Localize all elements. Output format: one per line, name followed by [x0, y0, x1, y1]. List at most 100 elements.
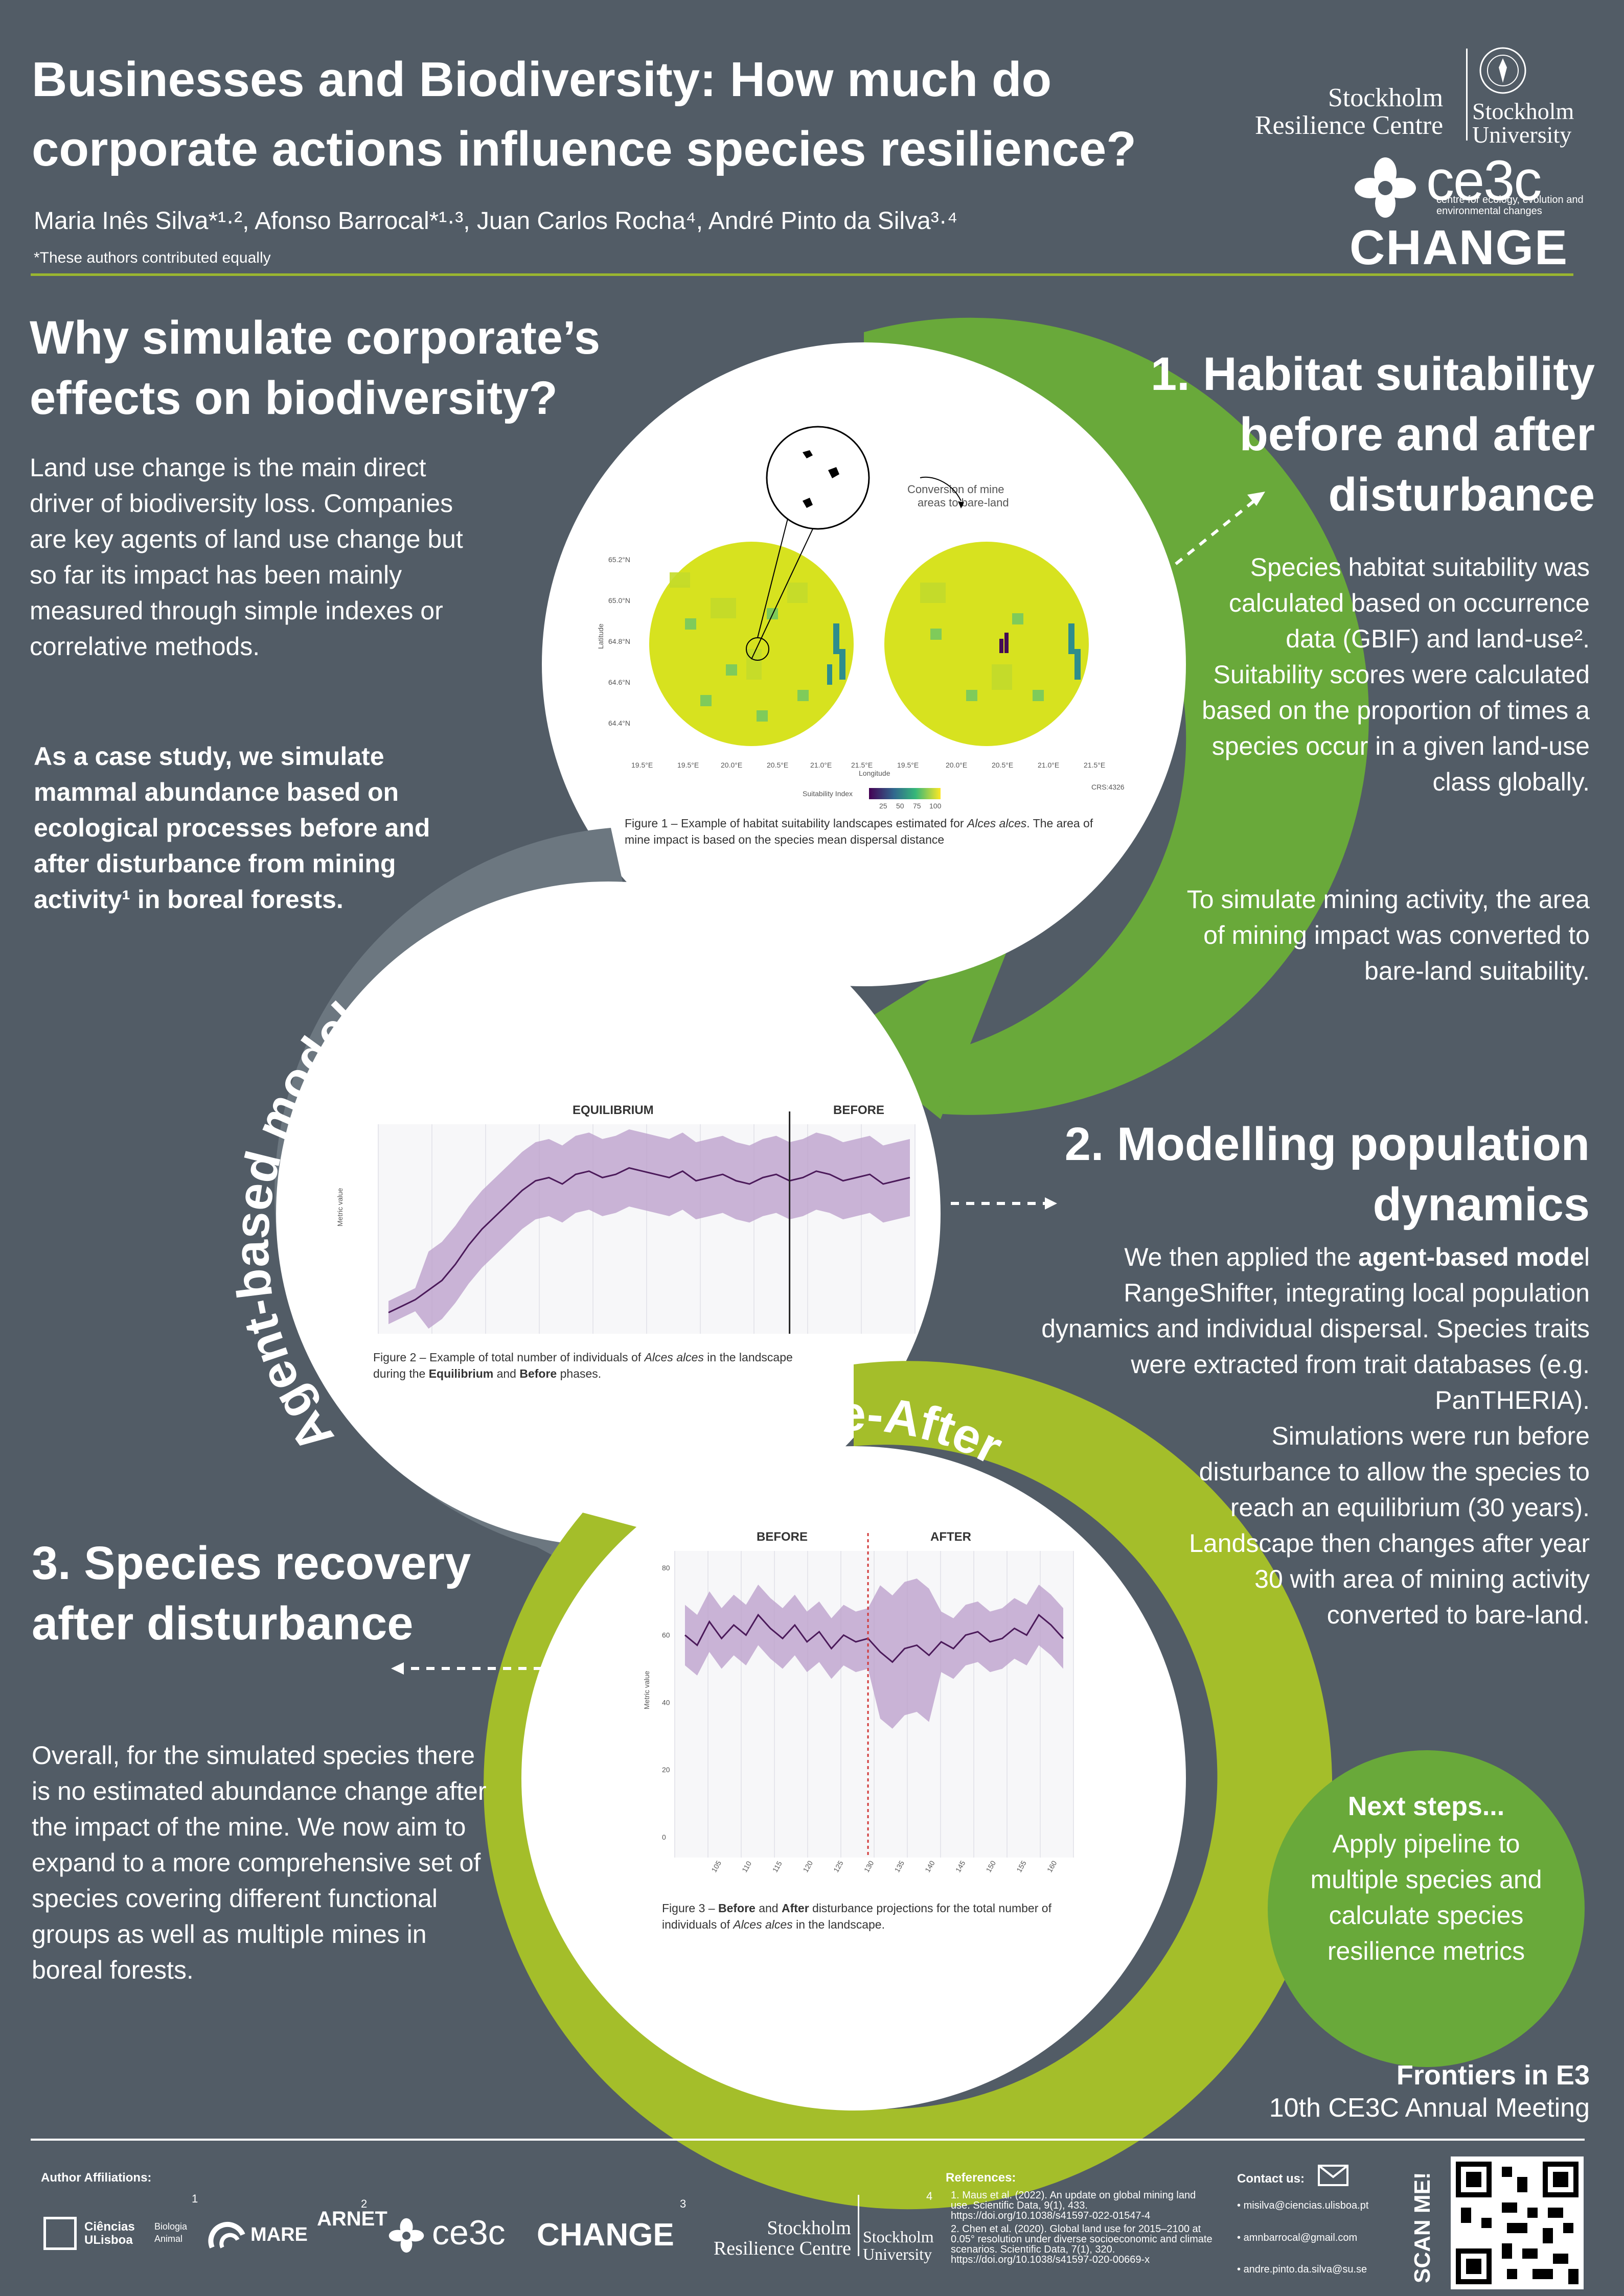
figure1: Conversion of mine areas to bare-land 65.…: [597, 426, 1125, 810]
fig3-caption: Figure 3 – Before and After disturbance …: [662, 1901, 1051, 1931]
fig1-lon-tick: 21.5°E: [1084, 761, 1105, 769]
aff-number: 4: [926, 2190, 933, 2202]
footer-divider: [31, 2139, 1585, 2141]
aff-number: 1: [192, 2192, 198, 2205]
aff1-sub: Biologia Animal: [154, 2221, 188, 2244]
fig1-legend-tick: 75: [913, 802, 921, 810]
arrowhead-section3: [391, 1662, 404, 1675]
fig1-lat-tick: 64.6°N: [608, 678, 630, 686]
fig3-mean-line: [684, 1613, 1064, 1663]
fig1-callout-arrowhead: [958, 501, 964, 508]
ce3c-leaf-icon: [1355, 157, 1416, 218]
fig3-ytick: 40: [662, 1698, 670, 1706]
fig3-ytick: 20: [662, 1766, 670, 1774]
email-link-1[interactable]: • misilva@ciencias.ulisboa.pt: [1237, 2200, 1369, 2211]
fig3-xtick: 140: [923, 1859, 936, 1873]
arrowhead-section1: [1247, 492, 1265, 506]
fig1-legend-tick: 100: [929, 802, 942, 810]
fig1-lon-tick: 19.5°E: [677, 761, 699, 769]
su-logo-line1: Stockholm: [1472, 98, 1574, 124]
fig1-lon-tick: 21.0°E: [810, 761, 832, 769]
scan-me-label: SCAN ME!: [1410, 2172, 1435, 2283]
ce3c-footer-leaf-icon: [388, 2218, 424, 2253]
fig1-mine-area-b: [1004, 633, 1009, 653]
qr-code[interactable]: [1451, 2156, 1584, 2289]
fig1-lon-tick: 21.5°E: [851, 761, 873, 769]
fig1-legend-colorbar: [869, 788, 941, 799]
authors: Maria Inês Silva*¹·², Afonso Barrocal*¹·…: [34, 207, 958, 235]
affiliations-title: Author Affiliations:: [41, 2171, 152, 2185]
landscape-disc: [542, 342, 1186, 986]
aff4-src: Stockholm Resilience Centre: [713, 2217, 851, 2259]
fig3-xtick: 135: [893, 1859, 906, 1873]
fig1-lat-tick: 65.2°N: [608, 555, 630, 564]
fig1-caption: Figure 1 – Example of habitat suitabilit…: [625, 817, 1093, 846]
fig3-range-band: [685, 1579, 1063, 1729]
aff2-arnet: ARNET: [317, 2208, 387, 2230]
aff1-name: Ciências ULisboa: [84, 2220, 135, 2247]
fig1-lon-tick: 19.5°E: [631, 761, 653, 769]
fig3-xtick: 105: [710, 1859, 723, 1873]
email-link-2[interactable]: • amnbarrocal@gmail.com: [1237, 2232, 1358, 2243]
ce3c-logo-subtitle: centre for ecology, evolution and enviro…: [1436, 194, 1584, 217]
section1-mining: To simulate mining activity, the area of…: [1186, 885, 1590, 985]
fig1-mine-area-a: [999, 639, 1003, 653]
why-body: Land use change is the main direct drive…: [30, 453, 463, 661]
ce3c-logo-text: ce3c: [1426, 149, 1542, 212]
aff4-su: Stockholm University: [863, 2228, 934, 2263]
fig1-lat-tick: 64.8°N: [608, 637, 630, 645]
logo-divider: [1466, 49, 1468, 141]
aff2-name: MARE: [250, 2224, 308, 2245]
fig1-xlabel: Longitude: [859, 769, 890, 777]
section1-body: Species habitat suitability was calculat…: [1202, 553, 1590, 796]
arrow-to-section1: [1139, 497, 1259, 594]
section2-heading: 2. Modelling population dynamics: [1064, 1118, 1590, 1231]
fig1-callout-text: Conversion of mine areas to bare-land: [907, 483, 1009, 509]
fig3-ylabel: Metric value: [643, 1671, 651, 1709]
mare-logo-icon: [208, 2222, 245, 2248]
fig3-ytick: 80: [662, 1564, 670, 1572]
src-logo: Stockholm Resilience Centre: [1255, 84, 1443, 140]
ciencias-logo-icon: [43, 2217, 77, 2250]
section3-body: Overall, for the simulated species there…: [32, 1741, 487, 1984]
next-steps-heading: Next steps...: [1347, 1792, 1505, 1821]
arrowhead-section2: [1045, 1197, 1057, 1210]
fig2-caption: Figure 2 – Example of total number of in…: [373, 1351, 793, 1380]
fig1-lon-tick: 19.5°E: [897, 761, 919, 769]
section3-heading: 3. Species recovery after disturbance: [32, 1537, 471, 1650]
fig1-zoom-callout: [766, 426, 870, 530]
fig1-legend-tick: 50: [896, 802, 904, 810]
section2-body: We then applied the agent-based model Ra…: [1041, 1243, 1590, 1414]
fig1-lat-tick: 64.4°N: [608, 719, 630, 727]
fig1-lon-tick: 20.0°E: [946, 761, 967, 769]
su-logo-line2: University: [1472, 122, 1572, 148]
svg-text:SCAN ME!: SCAN ME!: [1410, 2172, 1435, 2283]
fig2-label-equilibrium: EQUILIBRIUM: [573, 1103, 654, 1117]
su-logo: Stockholm University: [1472, 100, 1574, 147]
figure3: BEFORE AFTER Metric value 80 60 40 20 0 105 1…: [643, 1530, 1074, 1874]
email-link-3[interactable]: • andre.pinto.da.silva@su.se: [1237, 2264, 1367, 2275]
fig3-xtick: 150: [985, 1859, 998, 1873]
equal-contribution-note: *These authors contributed equally: [34, 249, 271, 266]
fig2-label-before: BEFORE: [833, 1103, 884, 1117]
landscape-ring: [859, 317, 1369, 1115]
su-seal-icon: [1479, 47, 1526, 94]
fig3-xtick: 145: [954, 1859, 967, 1873]
change-logo: CHANGE: [1349, 220, 1569, 275]
aff3-name: ce3c: [432, 2213, 506, 2252]
fig3-xtick: 155: [1015, 1859, 1028, 1873]
fig3-xtick: 130: [862, 1859, 876, 1873]
fig1-ylabel: Latitude: [597, 623, 605, 649]
envelope-icon: [1318, 2165, 1348, 2186]
aff3-change: CHANGE: [537, 2217, 674, 2253]
why-heading: Why simulate corporate’s effects on biod…: [30, 312, 601, 424]
fig3-xtick: 115: [771, 1860, 784, 1874]
fig1-lon-tick: 20.5°E: [992, 761, 1013, 769]
fig1-crs: CRS:4326: [1091, 783, 1125, 791]
fig3-xtick: 110: [740, 1860, 753, 1874]
fig3-xtick: 125: [832, 1859, 845, 1873]
fig3-xtick: 120: [801, 1859, 814, 1873]
aff4-divider: [858, 2195, 859, 2256]
fig1-legend-title: Suitability Index: [803, 790, 853, 798]
reference-1: 1. Maus et al. (2022). An update on glob…: [951, 2190, 1196, 2221]
